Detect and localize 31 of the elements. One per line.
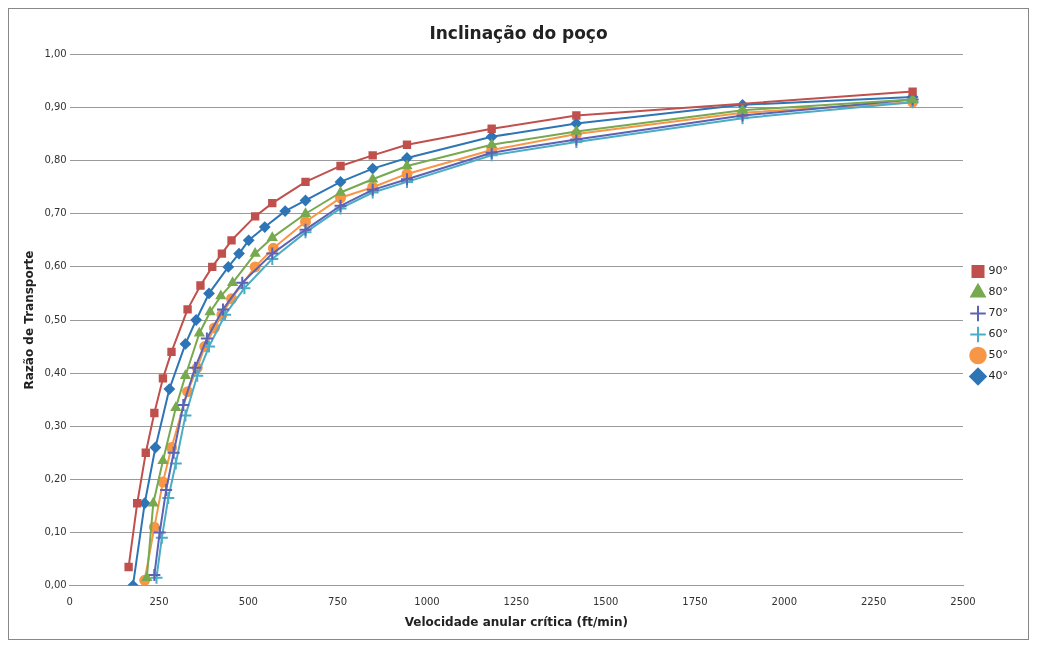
x-tick-label: 1500 bbox=[592, 596, 619, 608]
x-axis-title: Velocidade anular crítica (ft/min) bbox=[404, 614, 628, 629]
chart-title: Inclinação do poço bbox=[429, 22, 608, 43]
y-tick-label: 0,70 bbox=[44, 207, 67, 219]
y-tick-label: 0,40 bbox=[44, 366, 67, 378]
y-tick-label: 0,10 bbox=[44, 526, 67, 538]
y-tick-label: 0,90 bbox=[44, 101, 67, 113]
x-tick-label: 2500 bbox=[950, 596, 976, 608]
y-tick-label: 1,00 bbox=[44, 47, 67, 59]
x-tick-label: 250 bbox=[149, 596, 169, 608]
legend-label: 80° bbox=[988, 285, 1008, 299]
y-tick-label: 0,00 bbox=[44, 579, 67, 591]
x-tick-label: 1000 bbox=[414, 596, 440, 608]
x-tick-label: 750 bbox=[328, 596, 348, 608]
y-tick-label: 0,30 bbox=[44, 419, 67, 431]
y-tick-label: 0,80 bbox=[44, 154, 67, 166]
x-tick-label: 0 bbox=[66, 596, 73, 608]
y-tick-label: 0,60 bbox=[44, 260, 67, 272]
x-tick-label: 500 bbox=[238, 596, 258, 608]
y-axis-title: Razão de Transporte bbox=[22, 250, 37, 390]
legend-label: 70° bbox=[988, 306, 1008, 320]
legend-label: 60° bbox=[988, 327, 1008, 341]
y-tick-label: 0,50 bbox=[44, 313, 67, 325]
x-tick-label: 1250 bbox=[503, 596, 530, 608]
legend-label: 50° bbox=[988, 348, 1008, 362]
x-tick-label: 1750 bbox=[682, 596, 708, 608]
x-tick-label: 2000 bbox=[771, 596, 798, 608]
legend-label: 40° bbox=[988, 369, 1008, 383]
y-tick-label: 0,20 bbox=[44, 472, 67, 484]
legend-label: 90° bbox=[988, 264, 1008, 278]
x-tick-label: 2250 bbox=[860, 596, 887, 608]
